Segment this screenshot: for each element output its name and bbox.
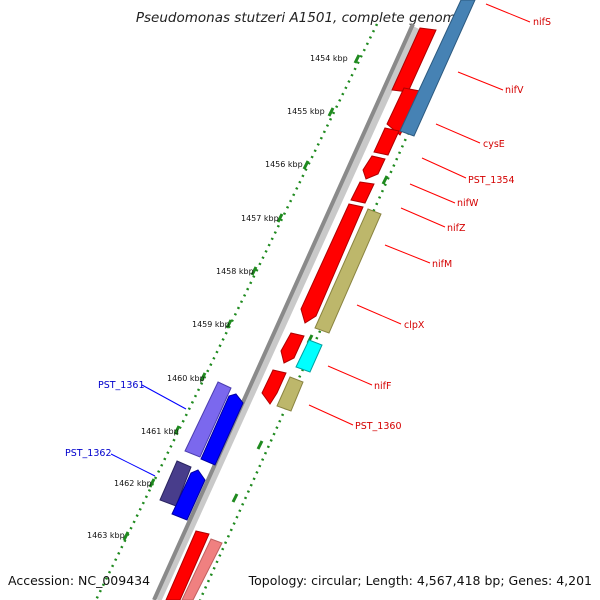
scale-label-1456: 1456 kbp [265,160,303,169]
gene-label-PST_1360[interactable]: PST_1360 [355,421,402,432]
gene-label-PST_1354[interactable]: PST_1354 [468,175,515,186]
gene-bottom-red [165,530,210,600]
map-title: Pseudomonas stutzeri A1501, complete gen… [135,10,465,26]
gene-bottom-pink [181,538,223,600]
scale-label-1462: 1462 kbp [114,479,152,488]
gene-nifS-blue[interactable] [399,0,476,137]
scale-label-1460: 1460 kbp [167,374,205,383]
gene-nifZ-nifM[interactable] [300,203,364,324]
gene-nifF-cyan[interactable] [295,339,323,373]
gene-labels-left: PST_1361 PST_1362 [65,380,145,459]
label-leaders-right [308,3,531,426]
scale-label-1457: 1457 kbp [241,214,279,223]
scale-label-1455: 1455 kbp [287,107,325,116]
gene-clpX[interactable] [314,208,382,334]
gene-PST_1362-blue[interactable] [171,469,206,521]
gene-PST_1361-purple[interactable] [184,381,232,458]
scale-labels: 1454 kbp 1455 kbp 1456 kbp 1457 kbp 1458… [87,54,348,540]
reverse-genes [159,381,244,521]
gene-labels-right: nifS nifV cysE PST_1354 nifW nifZ nifM c… [355,17,551,432]
gene-label-cysE[interactable]: cysE [483,139,505,150]
gene-label-PST_1362[interactable]: PST_1362 [65,448,112,459]
gene-nifF[interactable] [280,332,305,364]
gene-PST_1361-blue[interactable] [200,393,244,466]
scale-label-1461: 1461 kbp [141,427,179,436]
scale-track-outer [94,23,379,600]
gene-label-nifV[interactable]: nifV [505,85,524,96]
topology-label: Topology: circular; Length: 4,567,418 bp… [248,573,592,588]
genome-backbone [152,23,415,600]
genome-backbone-shadow [154,26,421,600]
gene-nifW[interactable] [350,181,375,204]
label-leaders-left [110,384,187,477]
gene-PST_1360[interactable] [261,369,287,405]
inner-genes [276,0,476,412]
scale-label-1454: 1454 kbp [310,54,348,63]
gene-label-nifF[interactable]: nifF [374,381,391,392]
forward-genes [165,27,437,600]
scale-label-1458: 1458 kbp [216,267,254,276]
gene-label-nifM[interactable]: nifM [432,259,452,270]
gene-label-PST_1361[interactable]: PST_1361 [98,380,145,391]
gene-cysE[interactable] [373,127,400,156]
gene-label-nifW[interactable]: nifW [457,198,479,209]
gene-label-nifS[interactable]: nifS [533,17,551,28]
scale-label-1463: 1463 kbp [87,531,125,540]
gene-label-clpX[interactable]: clpX [404,320,425,331]
gene-PST_1354[interactable] [362,155,386,180]
gene-label-nifZ[interactable]: nifZ [447,223,466,234]
gene-PST_1360-khaki[interactable] [276,376,304,412]
accession-label: Accession: NC_009434 [8,573,151,588]
scale-label-1459: 1459 kbp [192,320,230,329]
